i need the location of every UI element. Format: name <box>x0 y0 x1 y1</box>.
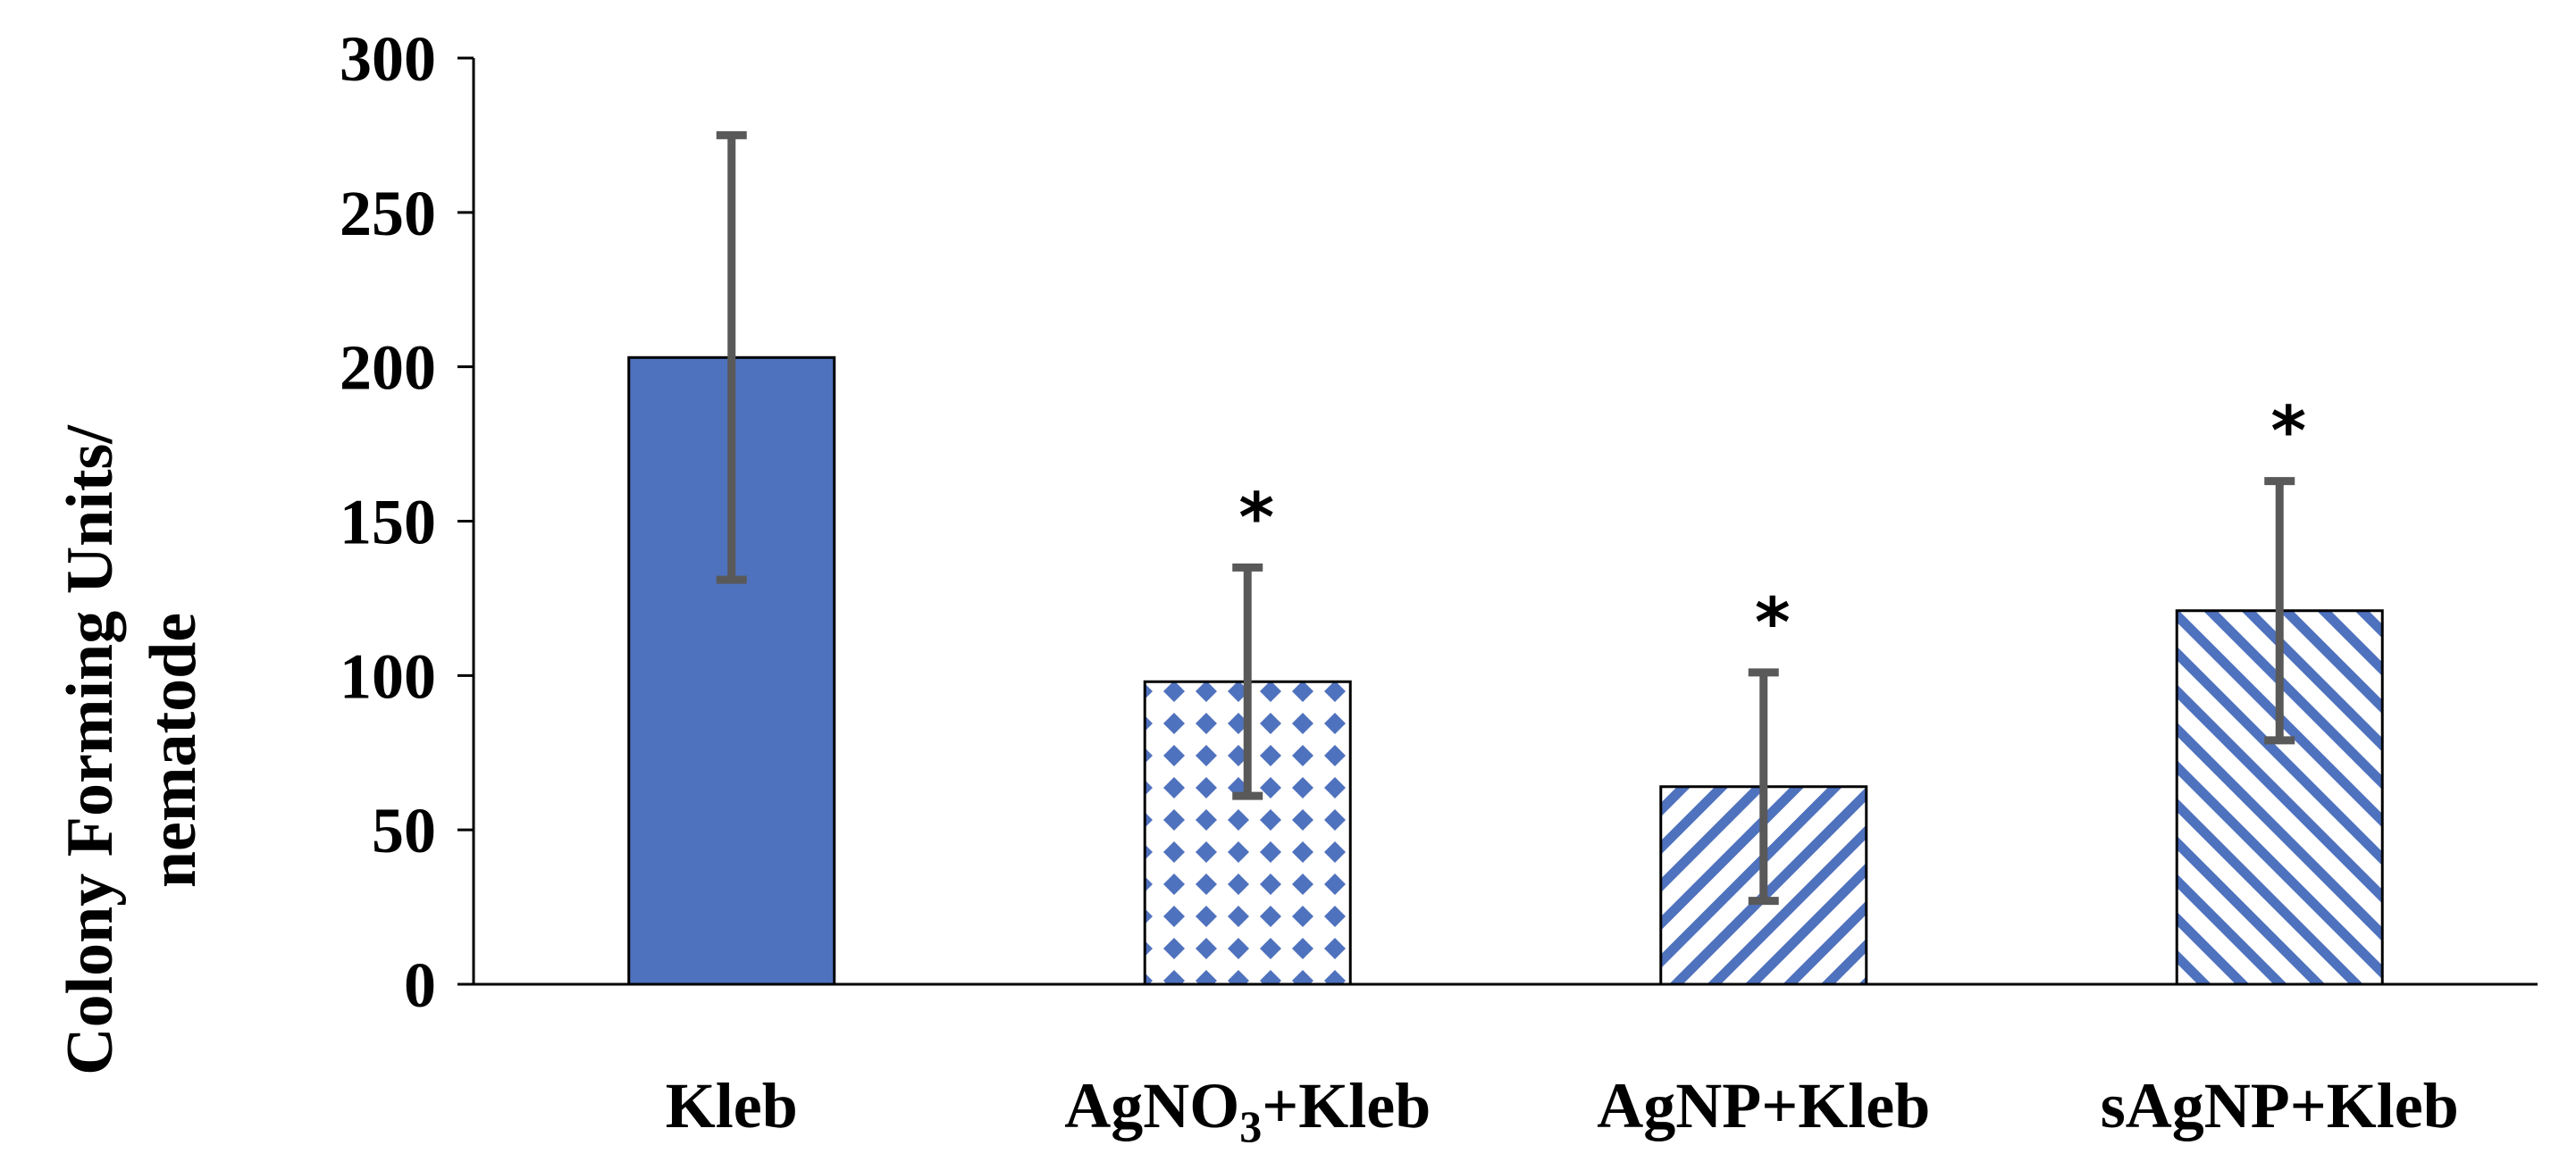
axes <box>472 58 2538 986</box>
y-tick-label: 50 <box>372 795 436 866</box>
bars <box>627 355 2384 986</box>
significance-markers: * * * <box>1238 391 2306 662</box>
y-axis-ticks: 0 50 100 150 200 250 300 <box>340 23 474 1021</box>
y-tick-label: 100 <box>340 640 436 712</box>
y-tick-label: 150 <box>340 487 436 558</box>
category-label: sAgNP+Kleb <box>2101 1070 2459 1141</box>
y-tick-label: 0 <box>404 949 436 1021</box>
y-tick-label: 250 <box>340 178 436 249</box>
y-axis-title-line-2: nematode <box>137 613 210 888</box>
significance-star: * <box>1238 477 1274 556</box>
y-axis-title-line-1: Colony Forming Units/ <box>54 424 127 1075</box>
y-tick-label: 300 <box>340 23 436 95</box>
error-bars <box>716 130 2295 906</box>
y-tick-label: 200 <box>340 332 436 404</box>
significance-star: * <box>2270 391 2306 471</box>
y-axis-title: Colony Forming Units/ nematode <box>54 424 210 1075</box>
category-label: AgNP+Kleb <box>1597 1070 1930 1141</box>
x-axis-category-labels: Kleb AgNO3+Kleb AgNP+Kleb sAgNP+Kleb <box>666 1070 2459 1151</box>
significance-star: * <box>1755 582 1791 662</box>
category-label: Kleb <box>666 1070 798 1141</box>
category-label: AgNO3+Kleb <box>1064 1070 1431 1151</box>
